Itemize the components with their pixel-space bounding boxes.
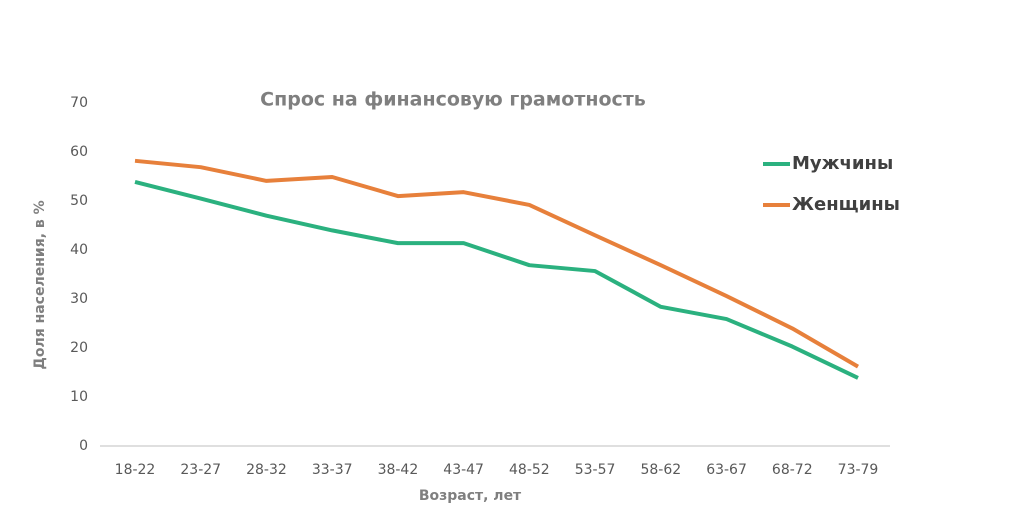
x-tick-label: 53-57: [575, 462, 616, 478]
x-tick-label: 48-52: [509, 462, 550, 478]
y-tick-label: 30: [70, 291, 88, 307]
legend-label: Женщины: [792, 194, 900, 215]
chart-title: Спрос на финансовую грамотность: [260, 89, 646, 111]
x-tick-label: 38-42: [378, 462, 419, 478]
x-tick-label: 63-67: [706, 462, 747, 478]
x-tick-label: 68-72: [772, 462, 813, 478]
x-axis-label: Возраст, лет: [419, 488, 522, 504]
x-tick-label: 43-47: [443, 462, 484, 478]
y-tick-label: 20: [70, 340, 88, 356]
series-line: [134, 179, 859, 380]
legend-label: Мужчины: [792, 153, 893, 174]
x-tick-label: 58-62: [640, 462, 681, 478]
series-line: [134, 158, 860, 369]
y-tick-label: 70: [70, 95, 88, 111]
y-axis-label: Доля населения, в %: [32, 200, 48, 369]
y-tick-label: 0: [79, 438, 88, 454]
x-tick-label: 28-32: [246, 462, 287, 478]
x-tick-label: 73-79: [838, 462, 879, 478]
x-tick-label: 18-22: [115, 462, 156, 478]
y-tick-label: 60: [70, 144, 88, 160]
x-tick-label: 33-37: [312, 462, 353, 478]
y-tick-label: 40: [70, 242, 88, 258]
y-tick-label: 50: [70, 193, 88, 209]
y-tick-label: 10: [70, 389, 88, 405]
x-tick-label: 23-27: [180, 462, 221, 478]
